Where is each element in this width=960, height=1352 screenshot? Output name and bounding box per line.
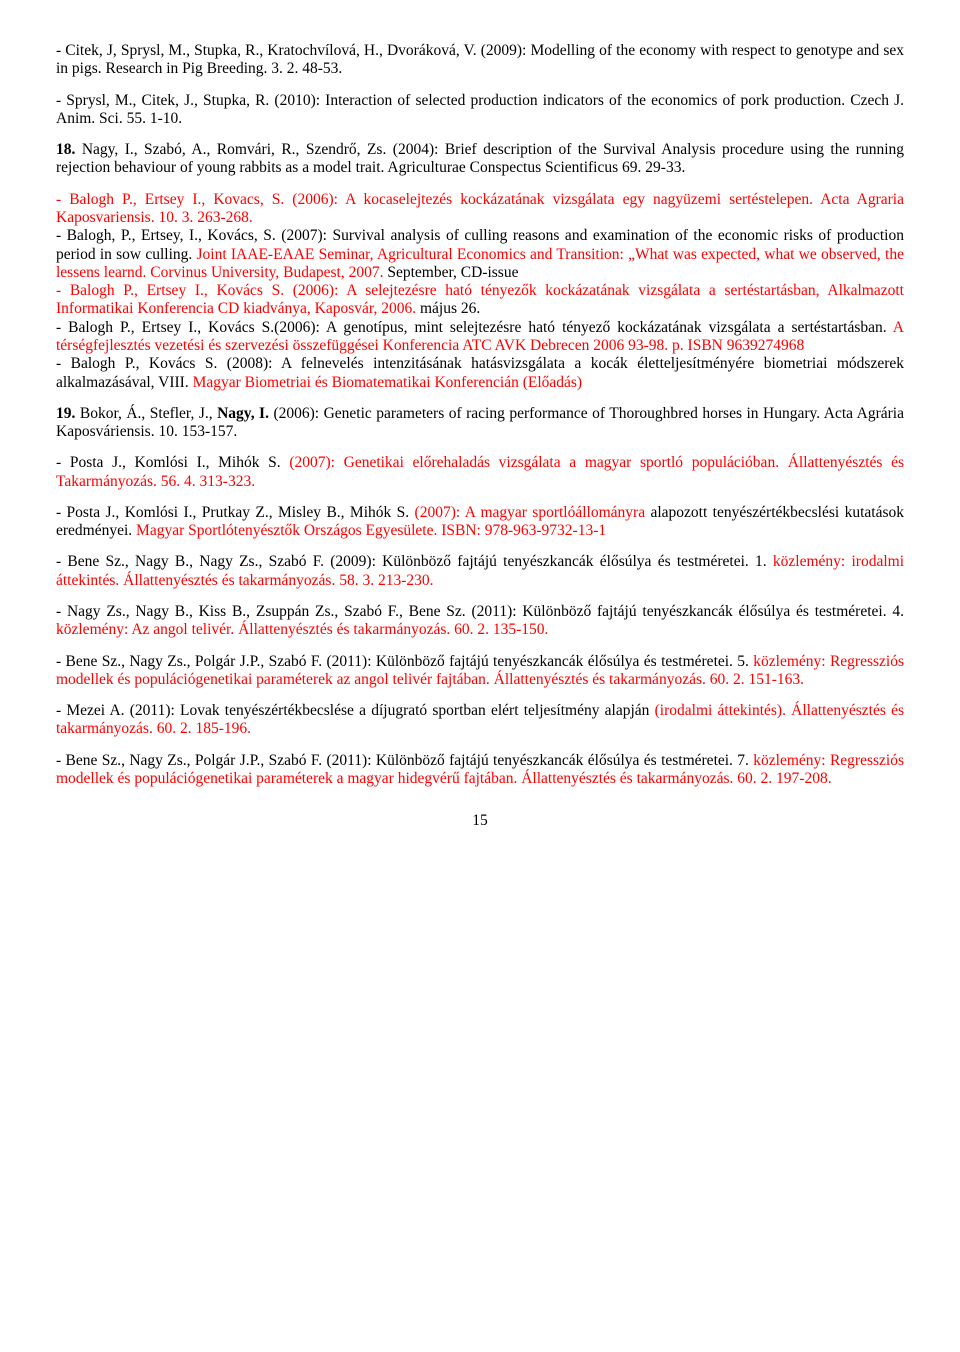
ref-paragraph: - Bene Sz., Nagy B., Nagy Zs., Szabó F. … xyxy=(56,553,904,590)
ref-paragraph: - Bene Sz., Nagy Zs., Polgár J.P., Szabó… xyxy=(56,752,904,789)
ref-text: május 26. xyxy=(416,300,480,317)
ref-text: - Bene Sz., Nagy Zs., Polgár J.P., Szabó… xyxy=(56,653,753,670)
ref-paragraph: - Nagy Zs., Nagy B., Kiss B., Zsuppán Zs… xyxy=(56,603,904,640)
ref-text: - Sprysl, M., Citek, J., Stupka, R. (201… xyxy=(56,92,904,127)
ref-text: - Posta J., Komlósi I., Prutkay Z., Misl… xyxy=(56,504,415,521)
ref-paragraph: 18. Nagy, I., Szabó, A., Romvári, R., Sz… xyxy=(56,141,904,178)
ref-text: Bokor, Á., Stefler, J., xyxy=(75,405,217,422)
ref-text-red: Magyar Biometriai és Biomatematikai Konf… xyxy=(193,374,583,391)
ref-text: September, CD-issue xyxy=(383,264,518,281)
ref-paragraph: - Sprysl, M., Citek, J., Stupka, R. (201… xyxy=(56,92,904,129)
ref-paragraph: - Bene Sz., Nagy Zs., Polgár J.P., Szabó… xyxy=(56,653,904,690)
ref-text: - Citek, J, Sprysl, M., Stupka, R., Krat… xyxy=(56,42,904,77)
ref-text-red: közlemény: Az angol telivér. Állattenyés… xyxy=(56,621,548,638)
ref-text: - Balogh P., Ertsey I., Kovács S.(2006):… xyxy=(56,319,893,336)
ref-paragraph: - Posta J., Komlósi I., Mihók S. (2007):… xyxy=(56,454,904,491)
ref-text-red: - Balogh P., Ertsey I., Kovacs, S. (2006… xyxy=(56,191,904,226)
ref-author-bold: Nagy, I. xyxy=(217,405,269,422)
ref-paragraph: - Posta J., Komlósi I., Prutkay Z., Misl… xyxy=(56,504,904,541)
ref-paragraph: - Mezei A. (2011): Lovak tenyészértékbec… xyxy=(56,702,904,739)
ref-text: - Bene Sz., Nagy Zs., Polgár J.P., Szabó… xyxy=(56,752,753,769)
ref-number: 19. xyxy=(56,405,75,422)
ref-text-red: (2007): A magyar sportlóállományra xyxy=(415,504,651,521)
ref-text: - Posta J., Komlósi I., Mihók S. xyxy=(56,454,289,471)
ref-paragraph: - Balogh P., Ertsey I., Kovacs, S. (2006… xyxy=(56,191,904,392)
page-number: 15 xyxy=(56,812,904,830)
ref-number: 18. xyxy=(56,141,75,158)
ref-text: Nagy, I., Szabó, A., Romvári, R., Szendr… xyxy=(56,141,904,176)
ref-text-red: Magyar Sportlótenyésztők Országos Egyesü… xyxy=(136,522,606,539)
ref-paragraph: 19. Bokor, Á., Stefler, J., Nagy, I. (20… xyxy=(56,405,904,442)
ref-paragraph: - Citek, J, Sprysl, M., Stupka, R., Krat… xyxy=(56,42,904,79)
ref-text: - Nagy Zs., Nagy B., Kiss B., Zsuppán Zs… xyxy=(56,603,904,620)
ref-text: - Bene Sz., Nagy B., Nagy Zs., Szabó F. … xyxy=(56,553,773,570)
ref-text: - Mezei A. (2011): Lovak tenyészértékbec… xyxy=(56,702,655,719)
